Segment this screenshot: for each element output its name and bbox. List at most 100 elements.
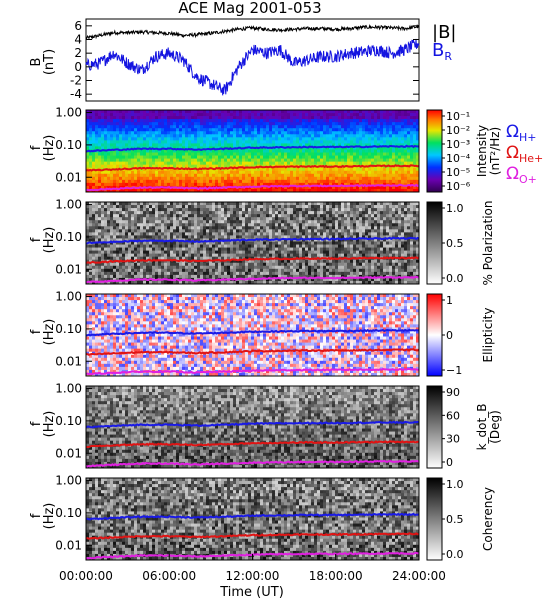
heatmap-cell: [242, 229, 246, 233]
heatmap-cell: [398, 170, 402, 175]
heatmap-cell: [113, 170, 117, 175]
heatmap-cell: [377, 134, 381, 138]
heatmap-cell: [359, 223, 363, 227]
heatmap-cell: [302, 131, 306, 135]
heatmap-cell: [152, 232, 156, 236]
heatmap-cell: [281, 167, 285, 172]
heatmap-cell: [311, 179, 315, 184]
heatmap-cell: [260, 131, 264, 135]
heatmap-cell: [254, 211, 258, 215]
heatmap-cell: [368, 128, 372, 132]
heatmap-cell: [236, 226, 240, 230]
heatmap-cell: [251, 182, 255, 187]
heatmap-cell: [242, 116, 246, 120]
heatmap-cell: [164, 164, 168, 169]
heatmap-cell: [155, 158, 159, 163]
heatmap-cell: [326, 220, 330, 224]
heatmap-cell: [107, 119, 111, 123]
heatmap-cell: [176, 211, 180, 215]
heatmap-cell: [104, 217, 108, 221]
field-y-tick-label: 2: [74, 46, 82, 60]
heatmap-cell: [245, 116, 249, 120]
heatmap-cell: [110, 205, 114, 209]
heatmap-cell: [290, 170, 294, 175]
heatmap-cell: [359, 119, 363, 123]
heatmap-cell: [251, 179, 255, 184]
heatmap-cell: [152, 158, 156, 163]
heatmap-cell: [377, 167, 381, 172]
heatmap-cell: [221, 116, 225, 120]
heatmap-cell: [197, 116, 201, 120]
heatmap-cell: [137, 134, 141, 138]
heatmap-cell: [197, 217, 201, 221]
heatmap-cell: [131, 149, 135, 153]
heatmap-cell: [290, 250, 294, 255]
heatmap-cell: [302, 143, 306, 147]
heatmap-cell: [320, 146, 324, 150]
heatmap-cell: [95, 226, 99, 230]
heatmap-cell: [107, 110, 111, 114]
heatmap-cell: [359, 235, 363, 239]
heatmap-cell: [296, 229, 300, 233]
heatmap-cell: [257, 140, 261, 144]
heatmap-cell: [185, 220, 189, 224]
heatmap-cell: [383, 223, 387, 227]
heatmap-cell: [377, 214, 381, 218]
heatmap-cell: [149, 202, 153, 206]
heatmap-cell: [284, 131, 288, 135]
heatmap-cell: [152, 226, 156, 230]
heatmap-cell: [371, 140, 375, 144]
heatmap-cell: [167, 188, 171, 193]
heatmap-cell: [197, 244, 201, 248]
heatmap-cell: [131, 116, 135, 120]
heatmap-cell: [341, 140, 345, 144]
heatmap-cell: [281, 149, 285, 153]
heatmap-cell: [299, 125, 303, 129]
heatmap-cell: [416, 161, 420, 166]
heatmap-cell: [359, 161, 363, 166]
heatmap-cell: [308, 229, 312, 233]
heatmap-cell: [326, 125, 330, 129]
heatmap-cell: [350, 211, 354, 215]
heatmap-cell: [386, 223, 390, 227]
heatmap-cell: [167, 143, 171, 147]
heatmap-cell: [86, 217, 90, 221]
heatmap-cell: [323, 226, 327, 230]
heatmap-cell: [179, 220, 183, 224]
heatmap-cell: [110, 140, 114, 144]
heatmap-cell: [104, 247, 108, 251]
heatmap-cell: [248, 214, 252, 218]
heatmap-cell: [248, 202, 252, 206]
heatmap-cell: [299, 137, 303, 141]
heatmap-cell: [260, 247, 264, 251]
heatmap-cell: [329, 119, 333, 123]
heatmap-cell: [401, 235, 405, 239]
heatmap-cell: [224, 223, 228, 227]
heatmap-cell: [149, 119, 153, 123]
heatmap-cell: [254, 125, 258, 129]
heatmap-cell: [104, 158, 108, 163]
heatmap-cell: [221, 232, 225, 236]
heatmap-cell: [215, 244, 219, 248]
heatmap-cell: [302, 202, 306, 206]
heatmap-cell: [179, 217, 183, 221]
heatmap-cell: [356, 250, 360, 255]
heatmap-cell: [398, 113, 402, 117]
heatmap-cell: [413, 137, 417, 141]
heatmap-cell: [239, 182, 243, 187]
heatmap-cell: [407, 173, 411, 178]
heatmap-cell: [125, 149, 129, 153]
heatmap-cell: [353, 131, 357, 135]
heatmap-cell: [194, 125, 198, 129]
heatmap-cell: [386, 116, 390, 120]
heatmap-cell: [158, 116, 162, 120]
heatmap-cell: [299, 155, 303, 159]
heatmap-cell: [203, 152, 207, 156]
heatmap-cell: [299, 220, 303, 224]
heatmap-cell: [101, 223, 105, 227]
heatmap-cell: [161, 229, 165, 233]
heatmap-cell: [254, 205, 258, 209]
heatmap-cell: [116, 176, 120, 181]
heatmap-cell: [227, 232, 231, 236]
heatmap-cell: [242, 110, 246, 114]
